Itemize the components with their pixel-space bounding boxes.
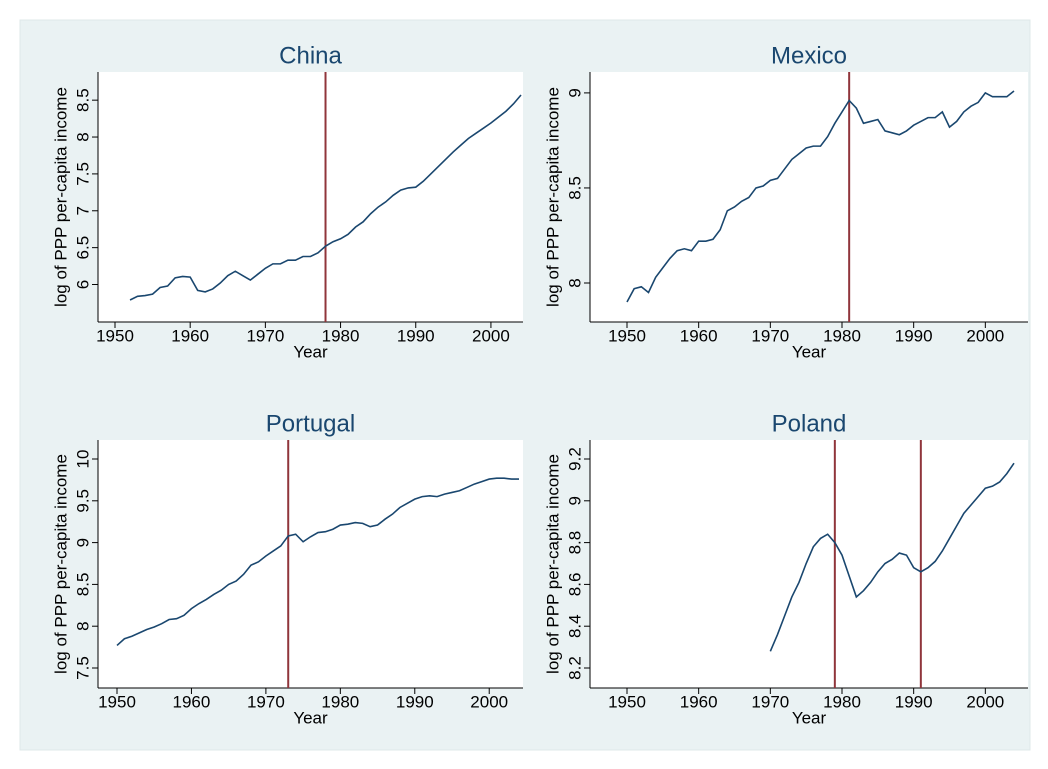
chart-title: China: [279, 42, 342, 69]
x-tick-label: 1970: [247, 692, 285, 711]
x-tick-label: 1980: [321, 692, 359, 711]
y-tick-label: 6.5: [73, 236, 92, 260]
x-axis-label: Year: [293, 342, 328, 361]
y-tick-label: 9: [73, 538, 92, 547]
x-tick-label: 2000: [470, 692, 508, 711]
plot-area: [590, 440, 1028, 688]
x-tick-label: 1970: [751, 692, 789, 711]
y-tick-label: 8.6: [565, 573, 584, 597]
y-tick-label: 9.5: [73, 489, 92, 513]
x-tick-label: 1950: [96, 326, 134, 345]
y-tick-label: 8.8: [565, 531, 584, 555]
x-tick-label: 1970: [751, 326, 789, 345]
x-tick-label: 1960: [680, 692, 718, 711]
chart-title: Portugal: [266, 410, 355, 437]
x-tick-label: 2000: [966, 326, 1004, 345]
chart-title: Poland: [772, 410, 847, 437]
x-tick-label: 2000: [472, 326, 510, 345]
data-line: [116, 477, 519, 647]
x-tick-label: 1960: [171, 326, 209, 345]
x-tick-label: 1960: [173, 692, 211, 711]
x-axis-label: Year: [792, 342, 827, 361]
y-tick-label: 9: [565, 88, 584, 97]
y-tick-label: 7.5: [73, 162, 92, 186]
y-tick-label: 9.2: [565, 447, 584, 471]
plot-area: [98, 72, 523, 322]
x-tick-label: 1950: [608, 326, 646, 345]
y-tick-label: 8.5: [565, 176, 584, 200]
x-tick-label: 2000: [966, 692, 1004, 711]
y-tick-label: 8.5: [73, 88, 92, 112]
x-tick-label: 1990: [895, 692, 933, 711]
y-tick-label: 8: [565, 278, 584, 287]
x-axis-label: Year: [293, 708, 328, 727]
x-tick-label: 1950: [98, 692, 136, 711]
y-tick-label: 7.5: [73, 656, 92, 680]
x-tick-label: 1990: [895, 326, 933, 345]
x-tick-label: 1990: [397, 326, 435, 345]
y-tick-label: 8.5: [73, 573, 92, 597]
data-line: [769, 462, 1015, 652]
x-tick-label: 1950: [608, 692, 646, 711]
y-axis-label: log of PPP per-capita income: [543, 454, 562, 674]
plot-area: [98, 440, 523, 688]
x-tick-label: 1980: [823, 326, 861, 345]
y-tick-label: 8.4: [565, 614, 584, 638]
y-axis-label: log of PPP per-capita income: [51, 87, 70, 307]
y-tick-label: 8: [73, 621, 92, 630]
x-tick-label: 1990: [396, 692, 434, 711]
x-tick-label: 1980: [322, 326, 360, 345]
x-axis-label: Year: [792, 708, 827, 727]
x-tick-label: 1980: [823, 692, 861, 711]
y-tick-label: 8: [73, 132, 92, 141]
data-line: [626, 90, 1015, 303]
data-line: [129, 94, 522, 301]
chart-title: Mexico: [771, 42, 847, 69]
y-axis-label: log of PPP per-capita income: [51, 454, 70, 674]
y-tick-label: 9: [565, 496, 584, 505]
y-tick-label: 6: [73, 280, 92, 289]
x-tick-label: 1960: [680, 326, 718, 345]
plot-area: [590, 72, 1028, 322]
x-tick-label: 1970: [246, 326, 284, 345]
y-axis-label: log of PPP per-capita income: [543, 87, 562, 307]
y-tick-label: 8.2: [565, 656, 584, 680]
y-tick-label: 10: [73, 450, 92, 469]
y-tick-label: 7: [73, 206, 92, 215]
